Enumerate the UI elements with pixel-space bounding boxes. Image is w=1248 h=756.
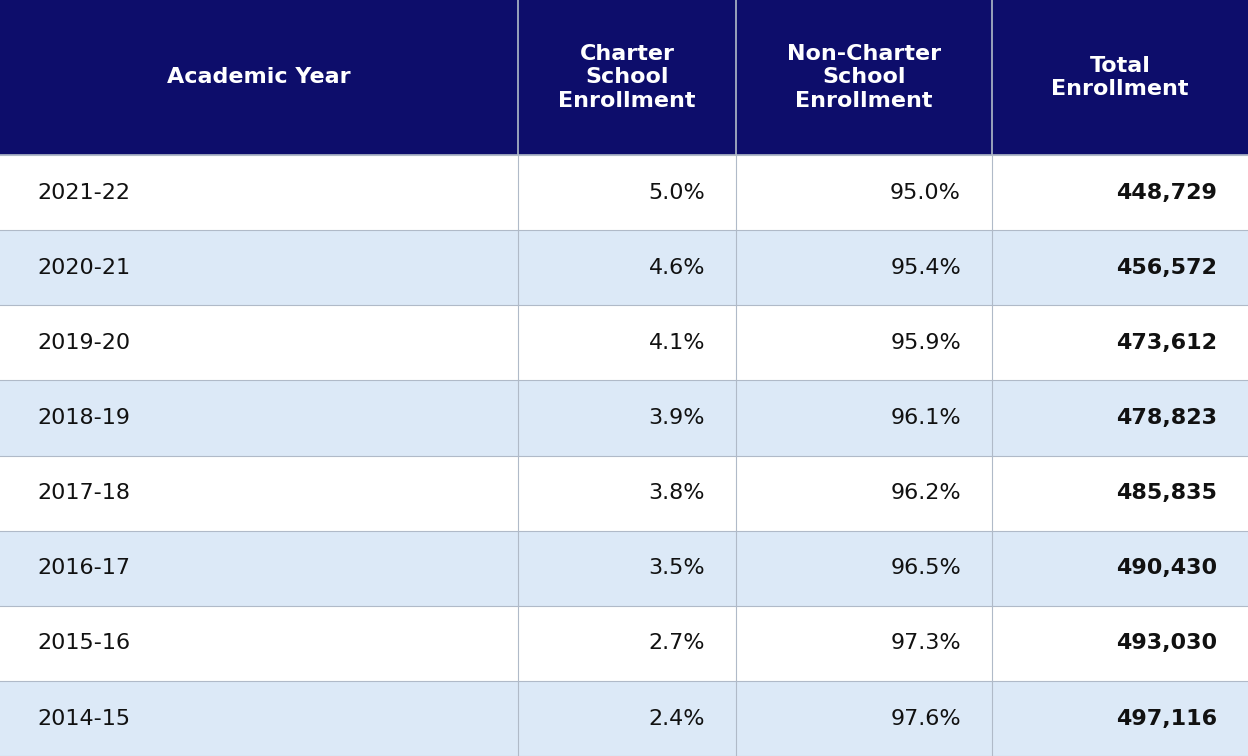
- Bar: [0, 230, 1248, 305]
- Text: 2.7%: 2.7%: [649, 634, 705, 653]
- Text: 5.0%: 5.0%: [649, 182, 705, 203]
- Text: 448,729: 448,729: [1116, 182, 1217, 203]
- Text: 95.9%: 95.9%: [890, 333, 961, 353]
- Text: 2019-20: 2019-20: [37, 333, 131, 353]
- Text: 2016-17: 2016-17: [37, 558, 131, 578]
- Text: 478,823: 478,823: [1116, 408, 1217, 428]
- Bar: [0, 380, 1248, 456]
- Text: 2015-16: 2015-16: [37, 634, 131, 653]
- Text: 2021-22: 2021-22: [37, 182, 131, 203]
- Bar: [0, 155, 1248, 230]
- Text: 456,572: 456,572: [1116, 258, 1217, 277]
- Bar: [0, 0, 1248, 155]
- Text: 2014-15: 2014-15: [37, 708, 131, 729]
- Text: 497,116: 497,116: [1116, 708, 1217, 729]
- Text: 96.2%: 96.2%: [890, 483, 961, 503]
- Bar: [0, 681, 1248, 756]
- Text: 473,612: 473,612: [1116, 333, 1217, 353]
- Text: 493,030: 493,030: [1116, 634, 1217, 653]
- Text: 96.1%: 96.1%: [890, 408, 961, 428]
- Text: 97.6%: 97.6%: [890, 708, 961, 729]
- Text: 95.0%: 95.0%: [890, 182, 961, 203]
- Text: 3.8%: 3.8%: [649, 483, 705, 503]
- Text: 485,835: 485,835: [1116, 483, 1217, 503]
- Text: 96.5%: 96.5%: [890, 558, 961, 578]
- Text: 2017-18: 2017-18: [37, 483, 131, 503]
- Bar: [0, 531, 1248, 606]
- Bar: [0, 456, 1248, 531]
- Text: 2018-19: 2018-19: [37, 408, 131, 428]
- Text: 490,430: 490,430: [1116, 558, 1217, 578]
- Text: 3.9%: 3.9%: [649, 408, 705, 428]
- Text: 4.1%: 4.1%: [649, 333, 705, 353]
- Text: Non-Charter
School
Enrollment: Non-Charter School Enrollment: [787, 45, 941, 110]
- Text: 3.5%: 3.5%: [649, 558, 705, 578]
- Text: Charter
School
Enrollment: Charter School Enrollment: [558, 45, 696, 110]
- Text: 2020-21: 2020-21: [37, 258, 131, 277]
- Text: Total
Enrollment: Total Enrollment: [1051, 56, 1189, 99]
- Text: 2.4%: 2.4%: [649, 708, 705, 729]
- Bar: [0, 606, 1248, 681]
- Bar: [0, 305, 1248, 380]
- Text: 4.6%: 4.6%: [649, 258, 705, 277]
- Text: 95.4%: 95.4%: [890, 258, 961, 277]
- Text: Academic Year: Academic Year: [167, 67, 351, 88]
- Text: 97.3%: 97.3%: [890, 634, 961, 653]
